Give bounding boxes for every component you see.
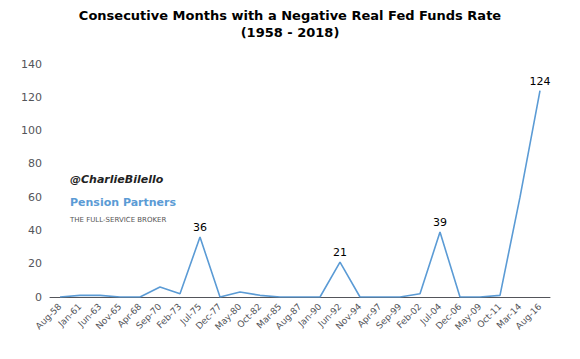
svg-text:100: 100: [21, 124, 42, 137]
svg-text:0: 0: [35, 291, 42, 304]
svg-text:Oct-82: Oct-82: [235, 301, 264, 330]
svg-text:60: 60: [28, 191, 42, 204]
svg-text:@CharlieBilello: @CharlieBilello: [70, 173, 164, 186]
svg-text:Aug-87: Aug-87: [274, 301, 304, 331]
svg-text:Nov-65: Nov-65: [93, 301, 124, 332]
svg-text:Pension Partners: Pension Partners: [70, 196, 176, 209]
svg-text:Dec-77: Dec-77: [193, 301, 224, 332]
svg-text:(1958 - 2018): (1958 - 2018): [241, 25, 340, 40]
svg-text:Feb-73: Feb-73: [155, 301, 184, 330]
svg-text:140: 140: [21, 58, 42, 71]
svg-text:Jun-92: Jun-92: [316, 301, 344, 329]
svg-text:124: 124: [530, 75, 551, 88]
svg-text:Feb-02: Feb-02: [395, 301, 424, 330]
svg-text:Sep-70: Sep-70: [134, 301, 164, 331]
svg-text:120: 120: [21, 91, 42, 104]
svg-text:Jan-61: Jan-61: [56, 301, 84, 329]
svg-text:May-80: May-80: [213, 301, 244, 332]
svg-text:Jul-75: Jul-75: [178, 301, 204, 327]
svg-text:Jan-90: Jan-90: [296, 301, 324, 329]
svg-text:36: 36: [193, 221, 207, 234]
svg-text:Mar-85: Mar-85: [254, 301, 284, 331]
svg-text:Apr-97: Apr-97: [355, 301, 384, 330]
svg-text:Nov-94: Nov-94: [333, 301, 364, 332]
svg-text:Consecutive Months with a Nega: Consecutive Months with a Negative Real …: [79, 8, 501, 23]
svg-text:40: 40: [28, 224, 42, 237]
svg-text:Dec-06: Dec-06: [433, 301, 464, 332]
svg-text:Jun-63: Jun-63: [76, 301, 104, 329]
svg-text:Oct-11: Oct-11: [475, 301, 504, 330]
svg-text:Aug-58: Aug-58: [34, 301, 64, 331]
svg-text:Apr-68: Apr-68: [115, 301, 144, 330]
svg-text:THE FULL-SERVICE BROKER: THE FULL-SERVICE BROKER: [69, 216, 166, 224]
svg-text:Sep-99: Sep-99: [374, 301, 404, 331]
svg-text:Mar-14: Mar-14: [494, 301, 524, 331]
svg-text:Jul-04: Jul-04: [418, 301, 444, 327]
svg-text:May-09: May-09: [453, 301, 484, 332]
svg-text:20: 20: [28, 257, 42, 270]
svg-text:Aug-16: Aug-16: [514, 301, 544, 331]
svg-text:80: 80: [28, 157, 42, 170]
svg-text:21: 21: [333, 246, 347, 259]
svg-text:39: 39: [433, 216, 447, 229]
